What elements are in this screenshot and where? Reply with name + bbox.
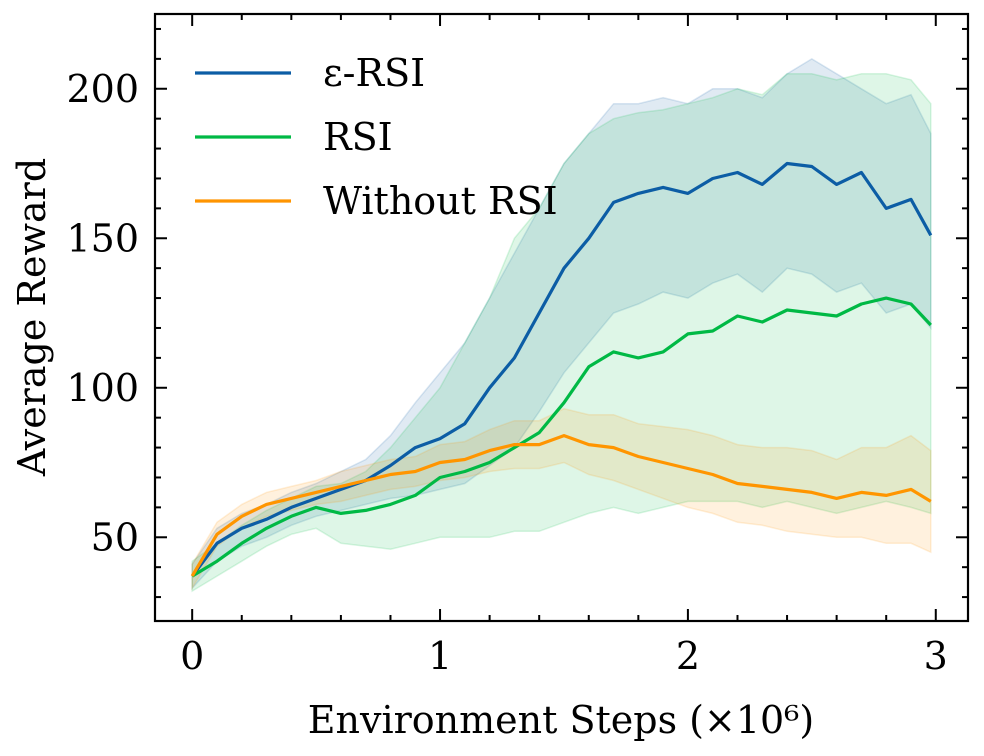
plot-frame <box>153 12 970 623</box>
series-line-0 <box>190 161 933 578</box>
confidence-band-1 <box>191 73 932 593</box>
confidence-band-0 <box>191 58 932 591</box>
series-line-2 <box>190 434 932 577</box>
y-tick-label: 150 <box>66 216 139 260</box>
series-lines <box>190 161 933 578</box>
legend-label-0: ε-RSI <box>323 51 425 95</box>
legend: ε-RSI RSI Without RSI <box>195 51 558 223</box>
axis-ticks <box>155 14 968 621</box>
x-tick-label: 1 <box>428 634 452 678</box>
confidence-bands <box>191 58 932 593</box>
x-tick-label: 3 <box>924 634 948 678</box>
series-line-1 <box>191 296 932 578</box>
legend-label-2: Without RSI <box>323 179 558 223</box>
x-axis-label: Environment Steps (×10⁶) <box>308 698 814 742</box>
y-tick-label: 100 <box>66 366 139 410</box>
confidence-band-2 <box>191 407 932 591</box>
legend-label-1: RSI <box>323 115 393 159</box>
y-tick-label: 50 <box>91 515 139 559</box>
y-tick-label: 200 <box>66 67 139 111</box>
y-axis-label: Average Reward <box>10 158 54 477</box>
x-tick-label: 0 <box>180 634 204 678</box>
tick-labels: 0 1 2 3 50 100 150 200 <box>66 67 947 678</box>
x-tick-label: 2 <box>676 634 700 678</box>
